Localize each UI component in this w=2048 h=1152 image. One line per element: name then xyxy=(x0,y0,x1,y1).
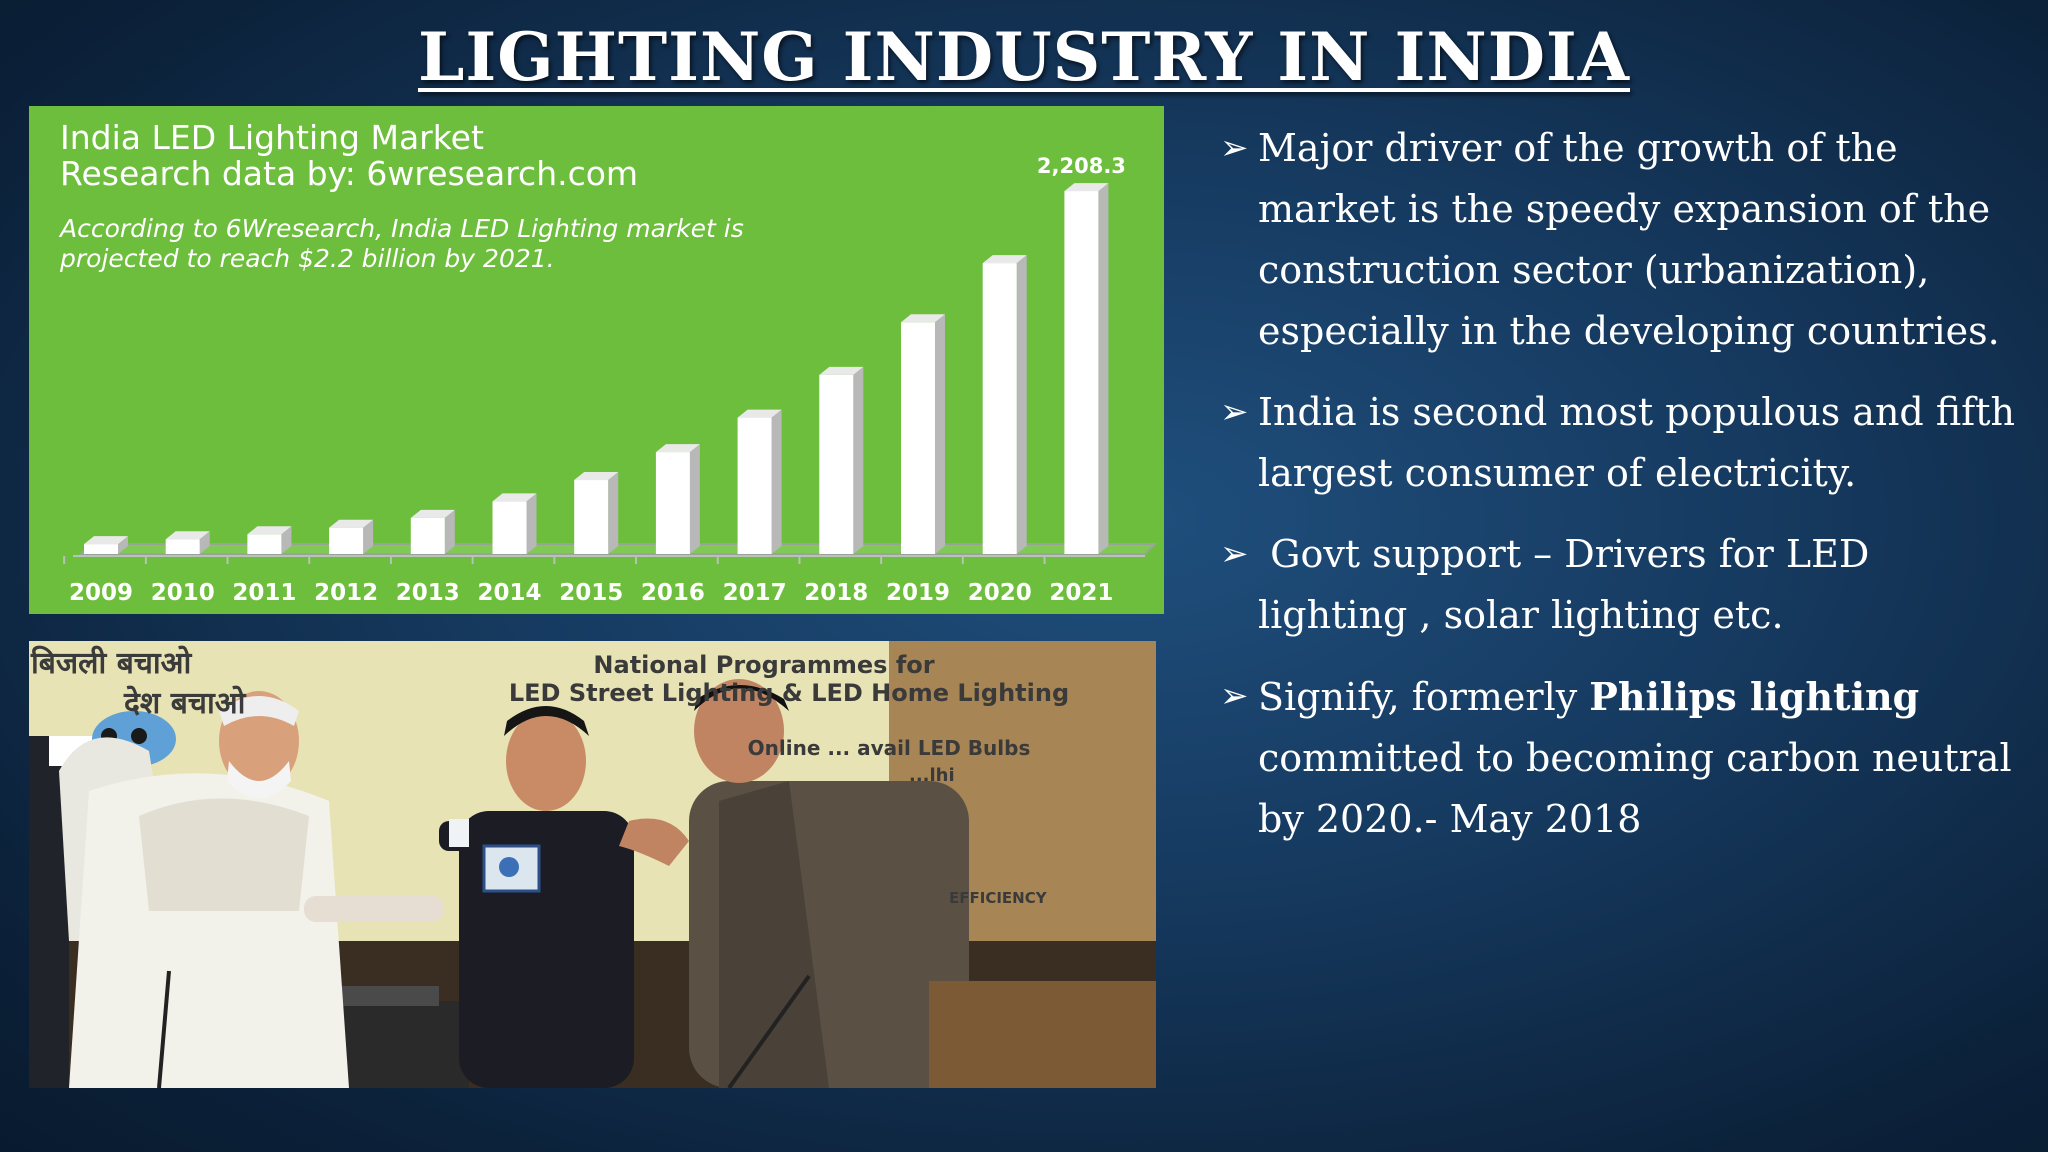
bar-top xyxy=(982,255,1027,264)
bar-top xyxy=(84,536,128,545)
x-tick-label: 2016 xyxy=(641,580,705,606)
bar-top xyxy=(247,526,292,535)
banner-line4: ...lhi xyxy=(909,765,955,786)
photo-illustration: बिजली बचाओ देश बचाओ National Programmes … xyxy=(29,641,1156,1088)
hindi-line2: देश बचाओ xyxy=(123,685,247,721)
banner-efficiency: EFFICIENCY xyxy=(949,889,1048,907)
bar-2009 xyxy=(84,544,118,554)
hindi-line1: बिजली बचाओ xyxy=(30,645,193,681)
bar-side xyxy=(281,526,292,554)
x-tick-label: 2018 xyxy=(804,580,868,606)
bar-2012 xyxy=(329,527,364,554)
chart-heading-line1: India LED Lighting Market xyxy=(60,118,484,157)
bar-top xyxy=(165,531,210,540)
bar-side xyxy=(1016,255,1027,554)
data-label-2021: 2,208.3 xyxy=(1037,154,1126,178)
bar-top xyxy=(901,314,945,323)
x-tick-label: 2020 xyxy=(968,580,1032,606)
bar-side xyxy=(526,493,537,554)
arrow-bullet-icon: ➢ xyxy=(1220,534,1249,574)
bar-side xyxy=(118,536,128,554)
banner-line2: LED Street Lighting & LED Home Lighting xyxy=(509,679,1069,707)
bar-2021 xyxy=(1064,191,1099,555)
arrow-bullet-icon: ➢ xyxy=(1220,392,1249,432)
slide-title: LIGHTING INDUSTRY IN INDIA xyxy=(417,18,1631,96)
bar-2015 xyxy=(574,480,609,554)
x-tick-label: 2010 xyxy=(151,580,215,606)
arrow-bullet-icon: ➢ xyxy=(1220,676,1249,716)
bar-top xyxy=(1064,183,1109,192)
bullet-text-post: committed to becoming carbon neutral by … xyxy=(1258,675,2024,841)
bar-side xyxy=(853,366,864,554)
x-tick-label: 2017 xyxy=(723,580,787,606)
bar-side xyxy=(199,531,210,554)
bar-2020 xyxy=(982,263,1017,554)
bar-side xyxy=(935,314,945,554)
bullet-text: India is second most populous and fifth … xyxy=(1258,390,2015,495)
bar-top xyxy=(492,493,537,502)
bar-2011 xyxy=(247,534,282,554)
bar-2014 xyxy=(492,501,527,554)
bar-2010 xyxy=(165,539,200,554)
bar-top xyxy=(329,519,374,528)
chart-note: According to 6Wresearch, India LED Light… xyxy=(60,214,744,273)
x-tick-label: 2009 xyxy=(69,580,133,606)
bar-2013 xyxy=(410,517,445,554)
x-tick-label: 2014 xyxy=(477,580,541,606)
bar-side xyxy=(689,444,700,554)
led-market-chart: 2009 2010 2011 2012 2013 2014 2015 2016 2017 2018… xyxy=(29,106,1164,614)
bar-side xyxy=(444,509,455,554)
bar-side xyxy=(363,519,374,554)
banner-line1: National Programmes for xyxy=(593,651,934,679)
bullet-govt-support: ➢ Govt support – Drivers for LED lightin… xyxy=(1220,524,2020,646)
bullet-signify: ➢ Signify, formerly Philips lighting com… xyxy=(1220,666,2020,850)
x-tick-label: 2012 xyxy=(314,580,378,606)
bar-chart-canvas: 2009 2010 2011 2012 2013 2014 2015 2016 2017 2018… xyxy=(63,154,1158,606)
bullet-text-bold: Philips lighting xyxy=(1589,674,1920,719)
bar-top xyxy=(574,472,619,481)
bullet-population: ➢ India is second most populous and fift… xyxy=(1220,382,2020,504)
chart-heading: India LED Lighting Market Research data … xyxy=(60,120,638,192)
bar-top xyxy=(410,509,455,518)
bar-top xyxy=(819,366,864,375)
x-tick-label: 2013 xyxy=(396,580,460,606)
x-tick-label: 2021 xyxy=(1049,580,1113,606)
bar-side xyxy=(1098,183,1109,555)
bar-2018 xyxy=(819,374,854,554)
bar-top xyxy=(655,444,700,453)
bullet-text: Govt support – Drivers for LED lighting … xyxy=(1258,532,1882,637)
led-programme-photo: बिजली बचाओ देश बचाओ National Programmes … xyxy=(29,641,1156,1088)
bullet-growth-driver: ➢ Major driver of the growth of the mark… xyxy=(1220,118,2020,362)
x-tick-label: 2019 xyxy=(886,580,950,606)
bar-2017 xyxy=(737,417,772,554)
bar-2016 xyxy=(655,452,690,554)
arrow-bullet-icon: ➢ xyxy=(1220,128,1249,168)
bullet-text: Major driver of the growth of the market… xyxy=(1258,126,2000,353)
bar-side xyxy=(608,472,619,554)
chart-heading-line2: Research data by: 6wresearch.com xyxy=(60,154,639,193)
bar-2019 xyxy=(901,322,935,554)
x-tick-label: 2015 xyxy=(559,580,623,606)
banner-line3: Online ... avail LED Bulbs xyxy=(748,736,1031,760)
bar-side xyxy=(771,409,782,554)
bar-top xyxy=(737,409,782,418)
bullet-list: ➢ Major driver of the growth of the mark… xyxy=(1220,118,2020,870)
bullet-text-pre: Signify, formerly xyxy=(1258,675,1590,719)
x-tick-label: 2011 xyxy=(232,580,296,606)
